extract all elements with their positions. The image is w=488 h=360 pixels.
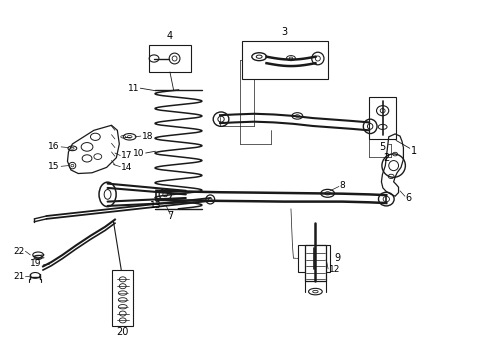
Text: 16: 16 <box>48 143 60 152</box>
Text: 12: 12 <box>328 266 340 275</box>
Text: 8: 8 <box>339 181 345 190</box>
Text: 3: 3 <box>281 27 287 37</box>
Text: 1: 1 <box>410 146 416 156</box>
Text: 19: 19 <box>30 259 41 268</box>
Text: 5: 5 <box>379 141 385 152</box>
Text: 10: 10 <box>132 149 144 158</box>
Text: 11: 11 <box>127 84 139 93</box>
Bar <box>304 245 325 281</box>
Text: 15: 15 <box>48 162 60 171</box>
Text: 4: 4 <box>166 31 173 41</box>
Bar <box>112 270 133 326</box>
Text: 6: 6 <box>405 193 411 203</box>
Bar <box>242 41 327 79</box>
Text: 14: 14 <box>121 163 132 172</box>
Bar <box>149 45 190 72</box>
Text: 13: 13 <box>149 201 161 210</box>
Bar <box>368 97 395 139</box>
Text: 9: 9 <box>333 253 340 263</box>
Text: 17: 17 <box>121 151 133 160</box>
Bar <box>298 245 329 272</box>
Text: 2: 2 <box>383 153 388 163</box>
Text: 20: 20 <box>116 327 129 337</box>
Text: 18: 18 <box>142 132 153 141</box>
Text: 22: 22 <box>13 247 24 256</box>
Text: 7: 7 <box>167 211 173 221</box>
Text: 21: 21 <box>13 272 24 281</box>
